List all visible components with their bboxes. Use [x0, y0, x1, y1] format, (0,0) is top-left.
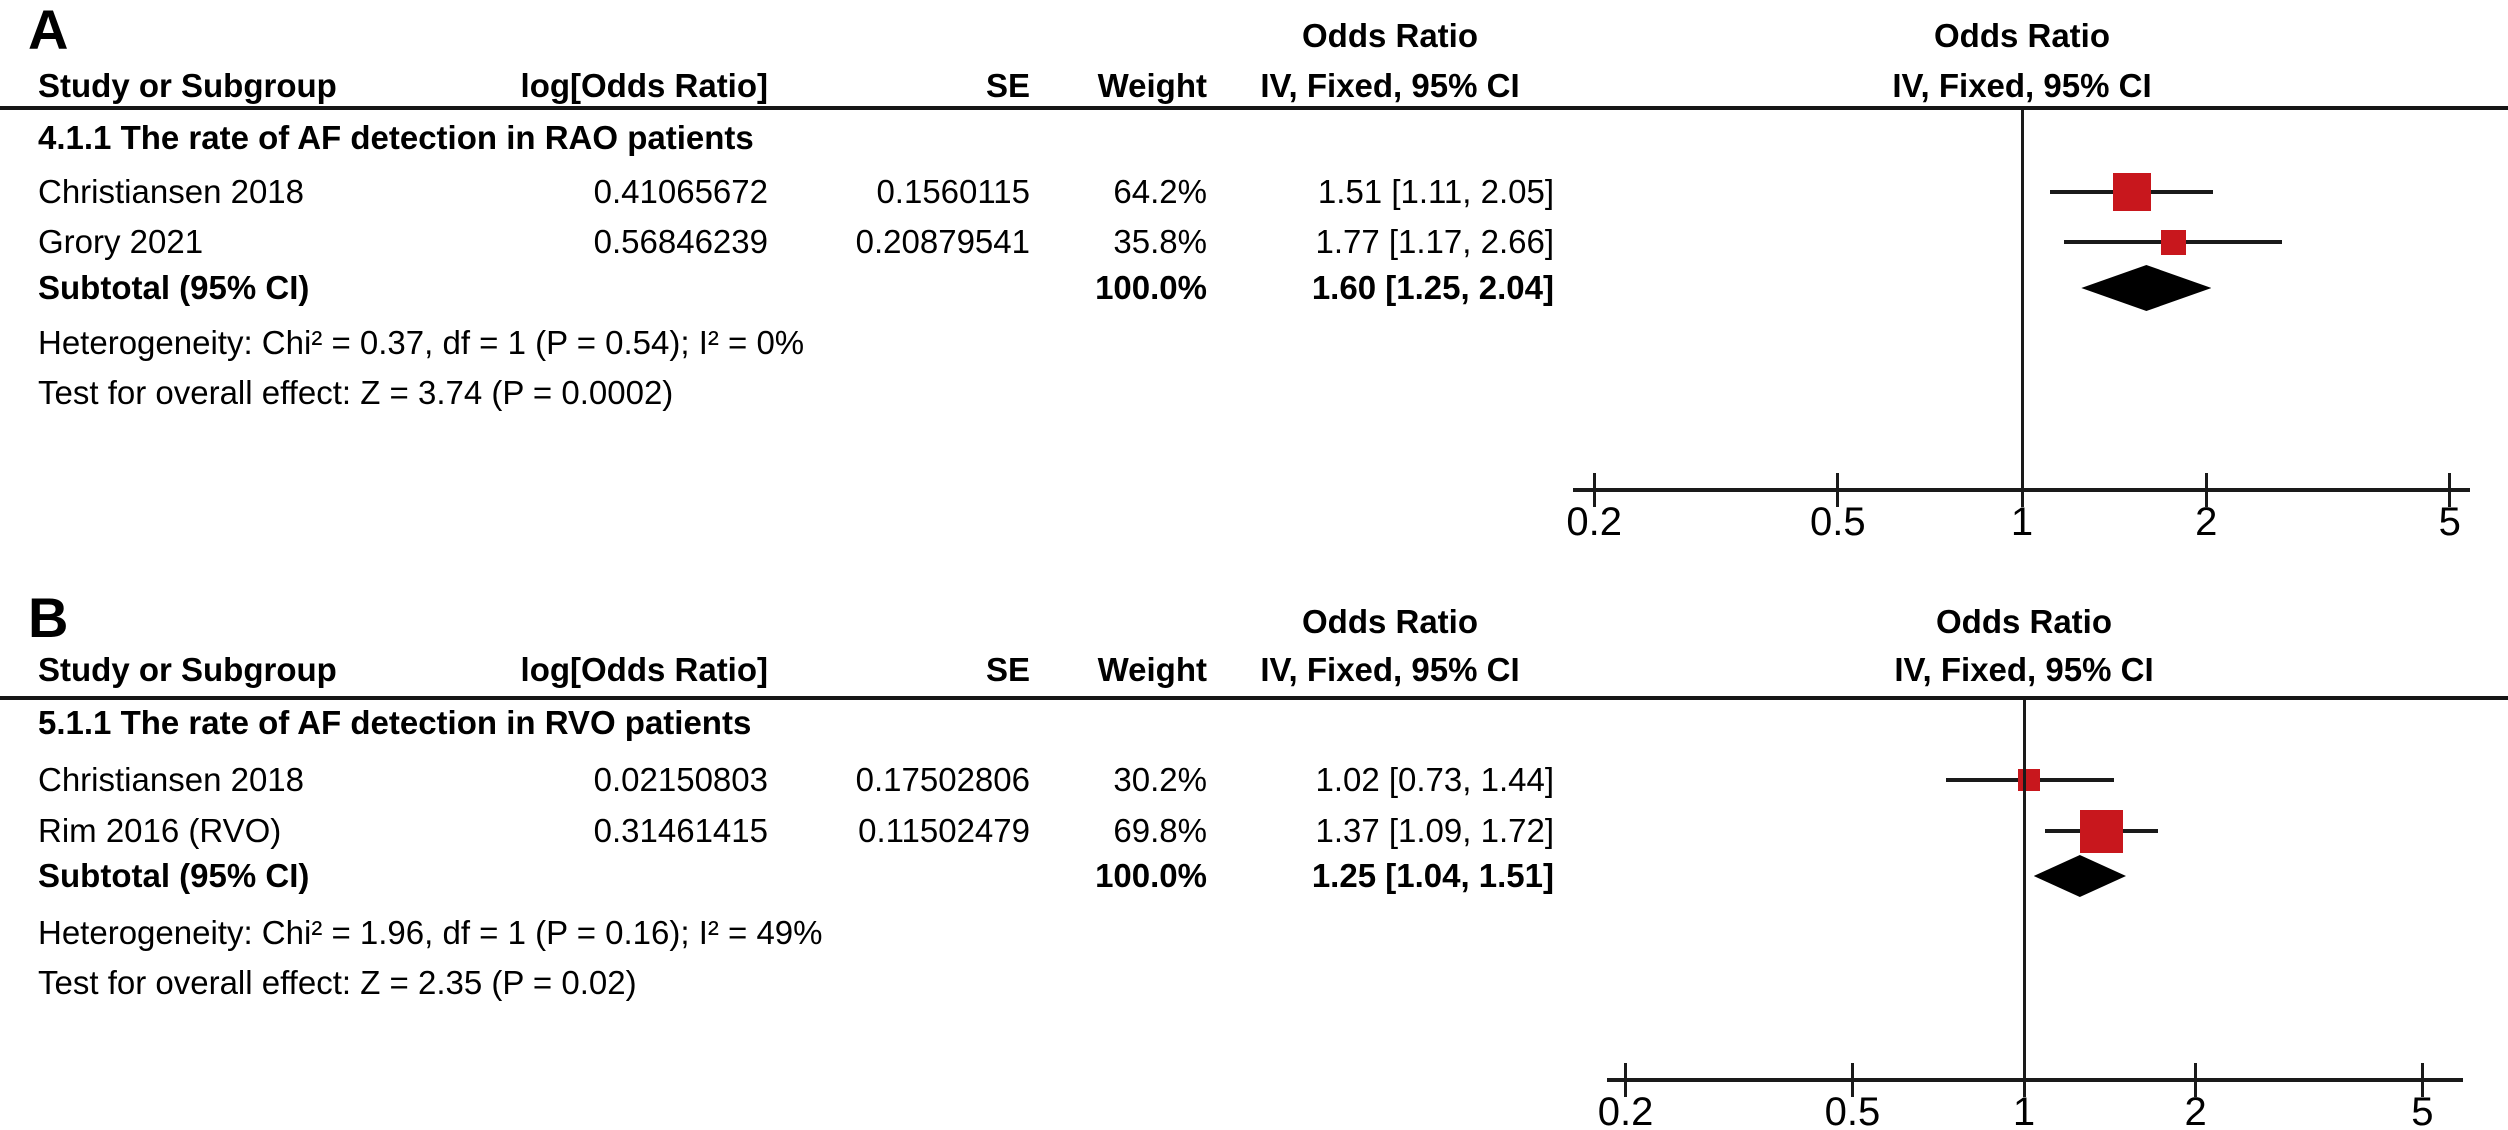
axis-tick — [2448, 473, 2452, 507]
subtotal-diamond — [2081, 265, 2212, 311]
study-or-ci: 1.37 [1.09, 1.72] — [1315, 812, 1554, 849]
study-weight: 69.8% — [1113, 812, 1207, 849]
axis-tick-label: 0.5 — [1824, 1090, 1881, 1130]
panel-a-label: A — [28, 0, 69, 61]
axis-tick-label: 5 — [2438, 500, 2461, 544]
panel-b-col-plot-ci: IV, Fixed, 95% CI — [1894, 651, 2154, 688]
plot-axis-line — [1607, 1078, 2463, 1082]
study-name: Christiansen 2018 — [38, 761, 304, 798]
panel-a-col-se: SE — [985, 67, 1030, 104]
study-or-marker — [2161, 229, 2187, 255]
study-se: 0.11502479 — [858, 812, 1030, 849]
panel-b-col-se: SE — [985, 651, 1030, 688]
subtotal-label: Subtotal (95% CI) — [38, 269, 310, 306]
panel-a-header-rule — [0, 106, 2508, 110]
panel-b-col-stat-ci: IV, Fixed, 95% CI — [1260, 651, 1520, 688]
study-log-odds-ratio: 0.56846239 — [593, 223, 768, 260]
study-se: 0.1560115 — [876, 173, 1030, 210]
axis-tick-label: 1 — [2012, 1090, 2036, 1130]
study-log-odds-ratio: 0.02150803 — [593, 761, 768, 798]
axis-tick-label: 5 — [2411, 1090, 2434, 1130]
panel-b-subgroup-title: 5.1.1 The rate of AF detection in RVO pa… — [38, 704, 752, 741]
study-se: 0.20879541 — [855, 223, 1030, 260]
axis-tick-label: 2 — [2195, 500, 2218, 544]
axis-tick-label: 0.2 — [1566, 500, 1623, 544]
study-or-ci: 1.51 [1.11, 2.05] — [1317, 173, 1554, 210]
subtotal-weight: 100.0% — [1095, 269, 1207, 306]
panel-a-col-plot-ci: IV, Fixed, 95% CI — [1892, 67, 2152, 104]
axis-tick — [1592, 473, 1596, 507]
axis-tick — [2204, 473, 2208, 507]
axis-tick — [2020, 473, 2024, 507]
study-weight: 64.2% — [1113, 173, 1207, 210]
axis-tick — [1624, 1063, 1628, 1097]
subtotal-label: Subtotal (95% CI) — [38, 857, 310, 894]
panel-b-plot-group-title: Odds Ratio — [1935, 603, 2113, 640]
plot-line-of-no-effect — [2020, 110, 2024, 507]
axis-tick-label: 0.2 — [1597, 1090, 1654, 1130]
study-or-marker — [2017, 769, 2040, 791]
axis-tick — [2194, 1063, 2198, 1097]
panel-b-overall-effect: Test for overall effect: Z = 2.35 (P = 0… — [38, 964, 637, 1001]
panel-a-plot-group-title: Odds Ratio — [1933, 17, 2111, 54]
axis-tick — [1850, 1063, 1854, 1097]
study-or-ci: 1.77 [1.17, 2.66] — [1315, 223, 1554, 260]
panel-b-header-rule — [0, 696, 2508, 700]
panel-a-col-stat-ci: IV, Fixed, 95% CI — [1260, 67, 1520, 104]
subtotal-or-ci: 1.25 [1.04, 1.51] — [1311, 857, 1554, 894]
study-or-marker — [2080, 809, 2124, 853]
panel-b-col-study: Study or Subgroup — [38, 651, 337, 688]
study-weight: 35.8% — [1113, 223, 1207, 260]
axis-tick-label: 2 — [2184, 1090, 2207, 1130]
study-name: Christiansen 2018 — [38, 173, 304, 210]
panel-a-stat-group-title: Odds Ratio — [1301, 17, 1479, 54]
axis-tick-label: 1 — [2010, 500, 2034, 544]
study-log-odds-ratio: 0.41065672 — [593, 173, 768, 210]
study-weight: 30.2% — [1113, 761, 1207, 798]
axis-tick — [2420, 1063, 2424, 1097]
subtotal-or-ci: 1.60 [1.25, 2.04] — [1311, 269, 1554, 306]
axis-tick — [2022, 1063, 2026, 1097]
axis-tick — [1836, 473, 1840, 507]
panel-a-subgroup-title: 4.1.1 The rate of AF detection in RAO pa… — [38, 119, 754, 156]
study-or-marker — [2112, 173, 2151, 211]
panel-b-label: B — [28, 586, 69, 649]
subtotal-weight: 100.0% — [1095, 857, 1207, 894]
subtotal-diamond — [2033, 855, 2126, 897]
plot-line-of-no-effect — [2022, 700, 2026, 1097]
study-se: 0.17502806 — [855, 761, 1030, 798]
panel-a-col-study: Study or Subgroup — [38, 67, 337, 104]
study-name: Grory 2021 — [38, 223, 204, 260]
study-log-odds-ratio: 0.31461415 — [593, 812, 768, 849]
panel-b-col-weight: Weight — [1097, 651, 1207, 688]
panel-a-heterogeneity: Heterogeneity: Chi² = 0.37, df = 1 (P = … — [38, 324, 805, 361]
panel-b-stat-group-title: Odds Ratio — [1301, 603, 1479, 640]
panel-b-heterogeneity: Heterogeneity: Chi² = 1.96, df = 1 (P = … — [38, 914, 823, 951]
panel-a-col-weight: Weight — [1097, 67, 1207, 104]
panel-b-col-log-or: log[Odds Ratio] — [520, 651, 768, 688]
panel-a-col-log-or: log[Odds Ratio] — [520, 67, 768, 104]
study-name: Rim 2016 (RVO) — [38, 812, 282, 849]
panel-a-overall-effect: Test for overall effect: Z = 3.74 (P = 0… — [38, 374, 674, 411]
axis-tick-label: 0.5 — [1809, 500, 1866, 544]
study-or-ci: 1.02 [0.73, 1.44] — [1315, 761, 1554, 798]
